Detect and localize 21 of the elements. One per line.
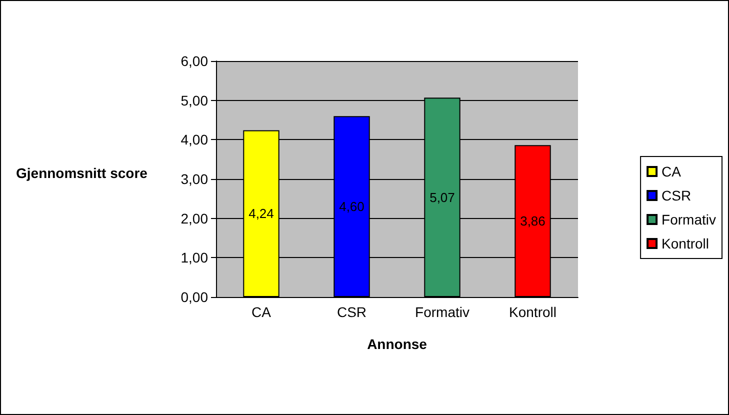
y-tick-label: 4,00 <box>180 132 208 148</box>
y-axis-title: Gjennomsnitt score <box>16 165 148 181</box>
data-label: 5,07 <box>430 190 455 205</box>
y-tick-label: 3,00 <box>180 171 208 187</box>
data-label: 3,86 <box>520 214 546 229</box>
data-label: 4,60 <box>339 199 364 214</box>
legend-label: Formativ <box>662 212 716 228</box>
x-axis-title: Annonse <box>367 336 428 352</box>
y-tick-label: 2,00 <box>180 210 208 226</box>
y-tick-label: 5,00 <box>180 92 208 108</box>
x-tick-label: Kontroll <box>509 304 556 320</box>
y-tick-label: 1,00 <box>180 250 208 266</box>
x-tick-label: CSR <box>336 304 367 320</box>
x-tick-label: Formativ <box>415 304 470 320</box>
legend-label: CA <box>662 164 682 180</box>
y-tick-label: 0,00 <box>180 289 208 305</box>
legend-label: CSR <box>662 188 692 204</box>
legend-label: Kontroll <box>662 236 710 252</box>
data-label: 4,24 <box>248 206 274 222</box>
y-tick-label: 6,00 <box>180 53 208 69</box>
x-tick-label: CA <box>252 304 272 320</box>
